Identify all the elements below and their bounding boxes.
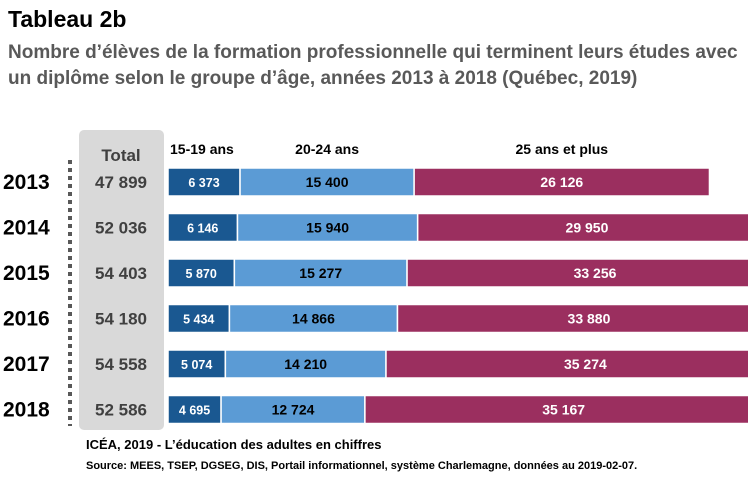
data-label-2015-1: 5 870 [186,267,217,281]
bar-segment-2015-1 [167,258,236,288]
data-label-2017-2: 14 210 [284,356,327,372]
data-label-2017-3: 35 274 [564,356,607,372]
data-label-2013-1: 6 373 [188,176,219,190]
total-value-2016: 54 180 [95,310,147,329]
data-label-2016-1: 5 434 [183,313,214,327]
bar-segment-2015-2 [233,258,408,288]
bar-segment-2016-3 [396,303,748,334]
year-label-2015: 2015 [3,262,50,285]
bar-segment-2017-3 [385,349,748,379]
source-citation: ICÉA, 2019 - L’éducation des adultes en … [86,437,382,452]
bar-segment-2014-3 [416,212,748,243]
bar-segment-2013-1 [167,167,241,197]
bar-segment-2016-1 [167,303,231,334]
data-label-2016-3: 33 880 [568,311,611,327]
year-label-2016: 2016 [3,308,50,331]
source-detail: Source: MEES, TSEP, DGSEG, DIS, Portail … [86,460,638,472]
year-label-2014: 2014 [3,217,50,240]
data-label-2017-1: 5 074 [181,358,212,372]
data-label-2015-2: 15 277 [299,265,342,281]
legend-20-24-ans: 20-24 ans [295,141,359,157]
bar-segment-2015-3 [406,258,748,288]
data-label-2014-3: 29 950 [566,220,609,236]
year-label-2013: 2013 [3,171,50,194]
chart-subtitle: Nombre d’élèves de la formation professi… [8,42,738,89]
total-value-2013: 47 899 [95,173,147,192]
data-label-2018-2: 12 724 [272,402,315,418]
data-label-2018-1: 4 695 [179,404,210,418]
bar-segment-2017-1 [167,349,227,379]
total-value-2015: 54 403 [95,264,147,283]
legend-15-19-ans: 15-19 ans [170,141,234,157]
data-label-2014-2: 15 940 [306,220,349,236]
bar-segment-2018-2 [220,394,366,425]
chart-title: Tableau 2b [8,6,127,32]
bar-segment-2018-3 [364,394,748,425]
bar-segment-2016-2 [228,303,399,334]
total-value-2018: 52 586 [95,401,147,420]
legend-25-ans-et-plus: 25 ans et plus [516,141,609,157]
total-header: Total [101,146,140,165]
bar-segment-2017-2 [224,349,387,379]
data-label-2013-3: 26 126 [540,174,583,190]
bar-segment-2018-1 [167,394,222,425]
data-label-2015-3: 33 256 [574,265,617,281]
data-label-2014-1: 6 146 [187,222,218,236]
total-value-2014: 52 036 [95,219,147,238]
year-label-2018: 2018 [3,399,50,422]
bar-segment-2013-2 [239,167,415,197]
total-value-2017: 54 558 [95,355,147,374]
data-label-2018-3: 35 167 [542,402,585,418]
bar-segment-2013-3 [413,167,711,197]
data-label-2013-2: 15 400 [306,174,349,190]
total-column-background [79,130,164,430]
year-label-2017: 2017 [3,353,50,376]
data-label-2016-2: 14 866 [292,311,335,327]
